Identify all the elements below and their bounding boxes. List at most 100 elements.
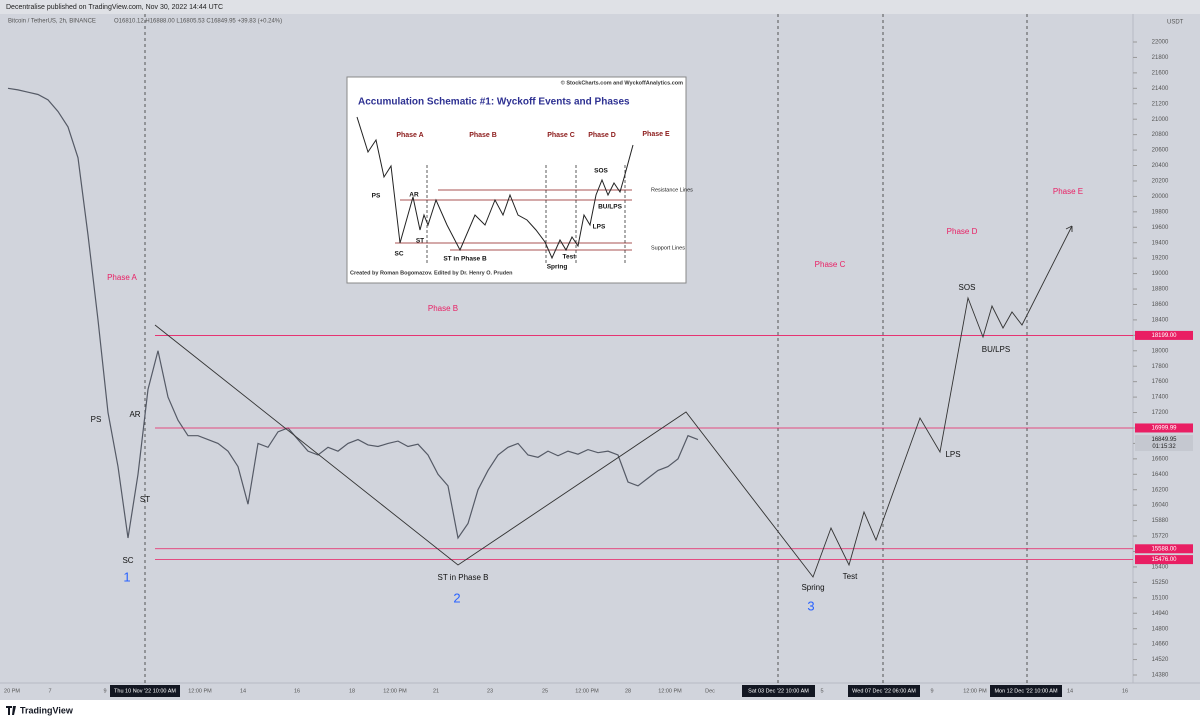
ohlc: O16810.12 H16888.00 L16805.53 C16849.95 …: [114, 19, 282, 25]
price-tick-label: 19400: [1152, 240, 1169, 246]
inset-event: Test: [563, 254, 577, 261]
level-label: 15588.00: [1151, 546, 1177, 552]
time-label: 5: [820, 688, 823, 694]
time-label: 14: [1067, 688, 1073, 694]
level-label: 18199.00: [1151, 333, 1177, 339]
level-box: [1135, 330, 1193, 340]
inset-event: LPS: [593, 224, 606, 231]
price-tick-label: 19600: [1152, 225, 1169, 231]
time-marker: Wed 07 Dec '22 06:00 AM: [852, 688, 916, 694]
price-tick-label: 15250: [1152, 580, 1169, 586]
price-tick-label: 20800: [1152, 132, 1169, 138]
time-marker-box: [110, 685, 180, 697]
inset-event: PS: [372, 193, 381, 200]
last-price-box: [1135, 435, 1193, 452]
level-box: [1135, 555, 1193, 565]
inset-path: [356, 116, 634, 260]
count-label: 1: [123, 569, 130, 584]
price-tick-label: 19200: [1152, 256, 1169, 262]
level-label: 15476.00: [1151, 557, 1177, 563]
price-tick-label: 16400: [1152, 472, 1169, 478]
inset-levels: [395, 189, 632, 251]
time-marker: Mon 12 Dec '22 10:00 AM: [994, 688, 1058, 694]
time-label: 12:00 PM: [963, 688, 987, 694]
phase-label: Phase E: [1053, 187, 1083, 196]
price-line: [7, 87, 699, 540]
time-label: 7: [48, 688, 51, 694]
time-label: 28: [625, 688, 631, 694]
price-tick-label: 20600: [1152, 148, 1169, 154]
price-tick-label: 15400: [1152, 565, 1169, 571]
price-tick-label: 21000: [1152, 117, 1169, 123]
price-tick-label: 16600: [1152, 456, 1169, 462]
inset-event: ST: [416, 238, 424, 245]
inset-support: Support Lines: [651, 245, 685, 251]
phase-label: Phase D: [947, 227, 978, 236]
price-tick-label: 18400: [1152, 317, 1169, 323]
time-label: 9: [930, 688, 933, 694]
count-label: 2: [453, 590, 460, 605]
brand: TradingView: [20, 705, 74, 715]
currency: USDT: [1167, 20, 1184, 26]
inset-phase: Phase C: [547, 132, 575, 139]
inset-event: SC: [394, 251, 403, 258]
price-tick-label: 15100: [1152, 595, 1169, 601]
inset-event: Spring: [547, 264, 568, 271]
event-label: ST in Phase B: [438, 573, 489, 582]
symbol: Bitcoin / TetherUS, 2h, BINANCE: [8, 19, 96, 25]
price-tick-label: 19000: [1152, 271, 1169, 277]
inset-event: BU/LPS: [598, 204, 623, 211]
phase-label: Phase C: [815, 260, 846, 269]
time-label: Dec: [705, 688, 715, 694]
time-label: 12:00 PM: [383, 688, 407, 694]
price-tick-label: 19800: [1152, 209, 1169, 215]
time-marker-box: [742, 685, 815, 697]
bottom-bar: [0, 700, 1200, 720]
price-tick-label: 20400: [1152, 163, 1169, 169]
price-tick-label: 17200: [1152, 410, 1169, 416]
event-label: PS: [91, 415, 102, 424]
price-tick-label: 22000: [1152, 40, 1169, 46]
event-label: LPS: [945, 450, 960, 459]
time-label: 20 PM: [4, 688, 20, 694]
phase-label: Phase A: [107, 273, 137, 282]
inset-event: ST in Phase B: [443, 256, 487, 263]
count-label: 3: [807, 598, 814, 613]
event-label: ST: [140, 495, 150, 504]
inset-title: Accumulation Schematic #1: Wyckoff Event…: [358, 97, 630, 108]
inset-footer: Created by Roman Bogomazov. Edited by Dr…: [350, 270, 513, 276]
inset-phase: Phase D: [588, 132, 616, 139]
time-label: 16: [294, 688, 300, 694]
phase-label: Phase B: [428, 304, 458, 313]
event-label: SC: [122, 556, 133, 565]
price-tick-label: 21400: [1152, 86, 1169, 92]
price-tick-label: 20200: [1152, 179, 1169, 185]
time-marker: Thu 10 Nov '22 10:00 AM: [114, 688, 176, 694]
time-label: 14: [240, 688, 246, 694]
time-marker-box: [848, 685, 920, 697]
event-label: Test: [843, 572, 858, 581]
price-tick-label: 14940: [1152, 611, 1169, 617]
price-tick-label: 14520: [1152, 657, 1169, 663]
time-label: 12:00 PM: [575, 688, 599, 694]
inset-phase: Phase A: [396, 132, 423, 139]
time-label: 12:00 PM: [188, 688, 212, 694]
price-tick-label: 18000: [1152, 348, 1169, 354]
price-tick-label: 15880: [1152, 518, 1169, 524]
price-tick-label: 16040: [1152, 503, 1169, 509]
time-label: 23: [487, 688, 493, 694]
price-tick-label: 17800: [1152, 364, 1169, 370]
inset-event: AR: [409, 192, 419, 199]
price-tick-label: 16200: [1152, 487, 1169, 493]
time-label: 18: [349, 688, 355, 694]
level-label: 16999.99: [1151, 426, 1177, 432]
logo: [6, 706, 16, 715]
event-label: SOS: [959, 283, 976, 292]
level-box: [1135, 423, 1193, 433]
time-label: 21: [433, 688, 439, 694]
price-tick-label: 18800: [1152, 287, 1169, 293]
wyckoff-path: [154, 225, 1073, 578]
level-box: [1135, 544, 1193, 554]
top-bar: [0, 0, 1200, 14]
